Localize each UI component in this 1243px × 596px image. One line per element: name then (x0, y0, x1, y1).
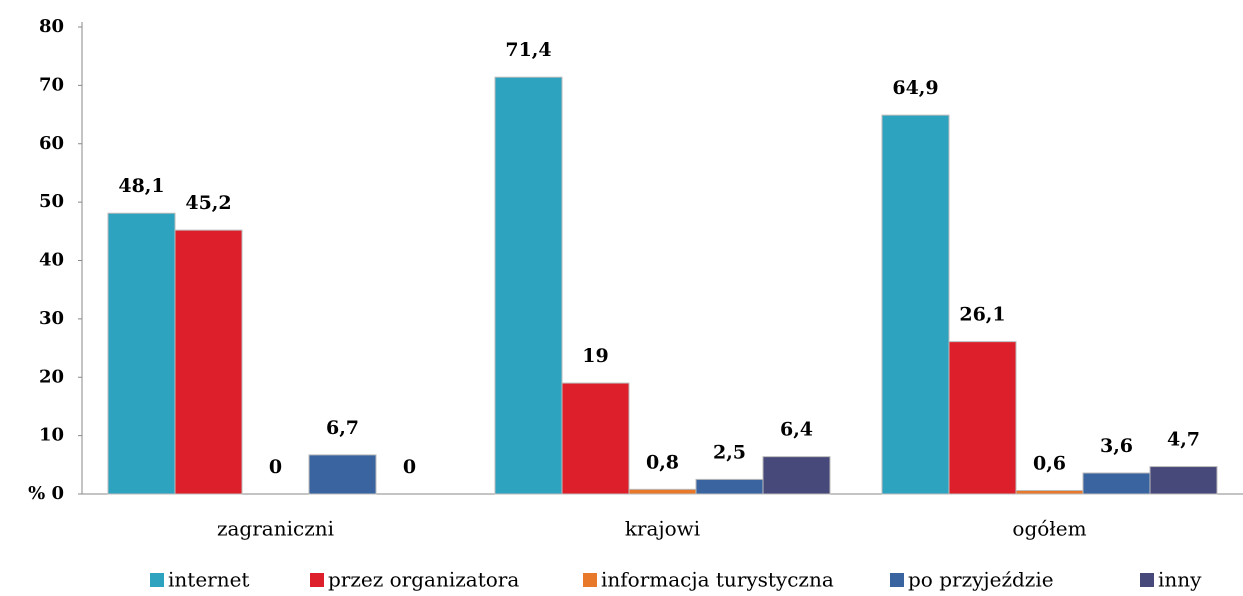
legend-label: internet (168, 568, 249, 592)
legend-swatch (310, 573, 324, 587)
y-tick-label: 70 (39, 74, 64, 95)
value-label: 2,5 (713, 441, 746, 463)
value-label: 71,4 (505, 39, 551, 61)
value-label: 4,7 (1167, 429, 1200, 451)
y-tick-label: 10 (39, 425, 64, 446)
value-label: 48,1 (118, 175, 164, 197)
value-label: 0,8 (646, 451, 679, 473)
y-tick-label: 80 (39, 16, 64, 37)
value-label: 0 (269, 456, 282, 478)
y-tick-label: 30 (39, 308, 64, 329)
value-label: 3,6 (1100, 435, 1133, 457)
value-label: 0,6 (1033, 452, 1066, 474)
bar (107, 212, 176, 495)
bar (762, 456, 831, 495)
bar (174, 229, 243, 495)
legend-swatch (150, 573, 164, 587)
bar (1149, 466, 1218, 495)
bar (695, 478, 764, 495)
x-tick-label: zagraniczni (217, 517, 334, 541)
bar (308, 454, 377, 495)
legend-label: po przyjeździe (908, 568, 1054, 592)
value-label: 19 (582, 345, 608, 367)
x-tick-label: krajowi (625, 517, 700, 541)
x-tick-label: ogółem (1012, 517, 1086, 541)
bar (1082, 472, 1151, 495)
legend-label: inny (1158, 568, 1202, 592)
legend-label: informacja turystyczna (601, 568, 834, 592)
y-tick-label: 50 (39, 191, 64, 212)
bar (561, 382, 630, 495)
bar (881, 114, 950, 495)
bar (628, 488, 697, 495)
value-label: 6,7 (326, 417, 359, 439)
y-tick-label: 40 (39, 250, 64, 271)
legend-swatch (583, 573, 597, 587)
y-tick-label: % 0 (28, 483, 64, 504)
value-label: 6,4 (780, 419, 813, 441)
bar (494, 76, 563, 495)
y-tick-label: 60 (39, 133, 64, 154)
value-label: 45,2 (185, 192, 231, 214)
legend-label: przez organizatora (328, 568, 519, 592)
legend-swatch (1140, 573, 1154, 587)
legend-swatch (890, 573, 904, 587)
bar (1015, 489, 1084, 495)
value-label: 0 (403, 456, 416, 478)
value-label: 64,9 (892, 77, 938, 99)
bar (948, 341, 1017, 495)
y-tick-label: 20 (39, 366, 64, 387)
value-label: 26,1 (959, 304, 1005, 326)
